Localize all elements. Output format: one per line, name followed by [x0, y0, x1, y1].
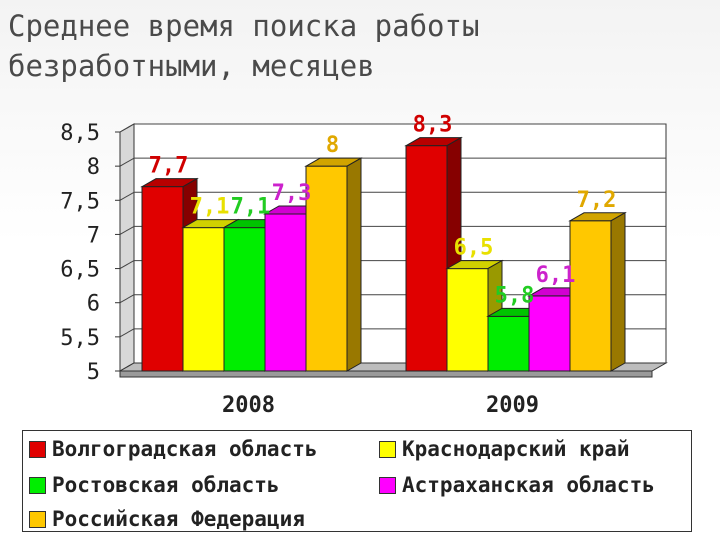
- legend-label: Ростовская область: [52, 473, 280, 497]
- bar: [182, 227, 225, 372]
- data-label: 7,1: [231, 195, 271, 220]
- gridline-side: [119, 328, 135, 338]
- data-label: 5,8: [495, 283, 535, 308]
- y-tick-label: 7: [87, 223, 100, 248]
- legend-item: Российская Федерация: [29, 507, 305, 531]
- legend-label: Российская Федерация: [52, 507, 305, 531]
- data-label: 8,3: [413, 113, 453, 138]
- gridline-side: [119, 191, 135, 201]
- y-tick-label: 5,5: [60, 326, 100, 351]
- y-tick-label: 8: [87, 155, 100, 180]
- bar: [223, 227, 266, 372]
- data-label: 7,1: [190, 195, 230, 220]
- bar: [528, 295, 571, 372]
- y-tick-label: 6,5: [60, 258, 100, 283]
- legend-item: Астраханская область: [379, 473, 655, 497]
- bar: [446, 268, 489, 372]
- y-tick-label: 5: [87, 360, 100, 385]
- bar: [405, 145, 448, 372]
- x-tick-label: 2009: [486, 393, 539, 418]
- legend-item: Волгоградская область: [29, 437, 318, 461]
- data-label: 7,7: [149, 154, 189, 179]
- legend-swatch: [29, 510, 46, 528]
- data-label: 7,3: [272, 181, 312, 206]
- legend-label: Астраханская область: [402, 473, 655, 497]
- bar: [487, 315, 530, 372]
- gridline-side: [119, 157, 135, 167]
- gridline-side: [119, 294, 135, 304]
- legend-label: Волгоградская область: [52, 437, 318, 461]
- bar-side: [346, 157, 362, 372]
- chart-title: Среднее время поиска работы безработными…: [8, 9, 480, 83]
- gridline-side: [119, 225, 135, 235]
- x-tick-label: 2008: [222, 393, 275, 418]
- legend-swatch: [29, 440, 46, 458]
- plot-floor-edge: [119, 370, 653, 378]
- legend-item: Краснодарский край: [379, 437, 630, 461]
- y-tick-label: 7,5: [60, 189, 100, 214]
- y-tick-label: 8,5: [60, 121, 100, 146]
- plot-side-wall: [119, 123, 135, 372]
- bar-chart: 8,587,576,565,557,77,1 7,17,3820088,36,55…: [60, 113, 668, 418]
- data-label: 8: [326, 133, 339, 158]
- legend: Волгоградская область Краснодарский край Р…: [22, 430, 692, 532]
- data-label: 6,1: [536, 263, 576, 288]
- bar: [569, 220, 612, 372]
- legend-label: Краснодарский край: [402, 437, 630, 461]
- legend-swatch: [379, 440, 396, 458]
- y-tick-label: 6: [87, 292, 100, 317]
- legend-swatch: [379, 476, 396, 494]
- bar: [305, 165, 348, 372]
- legend-item: Ростовская область: [29, 473, 280, 497]
- data-label: 7,2: [577, 188, 617, 213]
- gridline-side: [119, 123, 135, 133]
- gridline-side: [119, 260, 135, 270]
- legend-swatch: [29, 476, 46, 494]
- bar: [264, 213, 307, 372]
- bar: [141, 186, 184, 372]
- data-label: 6,5: [454, 236, 494, 261]
- bar-side: [610, 211, 626, 372]
